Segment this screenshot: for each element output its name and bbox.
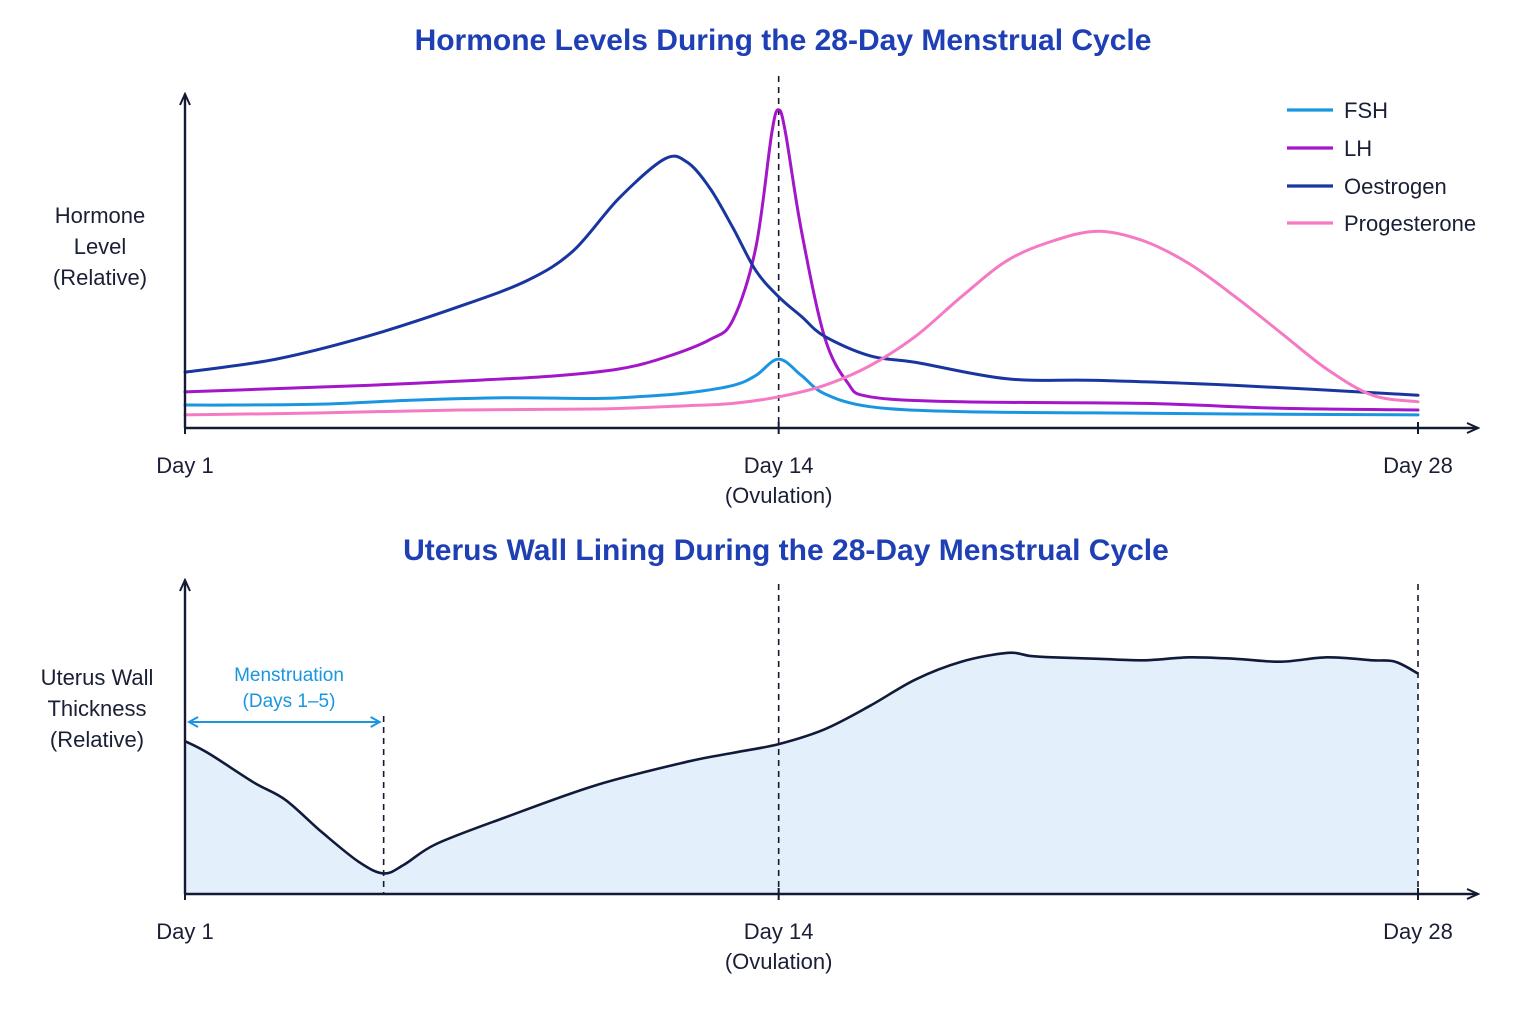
series-line-progesterone (183, 229, 1420, 417)
lining-ylabel-line3: (Relative) (50, 727, 144, 752)
series-line-oestrogen (183, 154, 1420, 397)
lining-line (184, 651, 1419, 875)
hormone-chart: Hormone Levels During the 28-Day Menstru… (53, 24, 1478, 508)
lining-ylabel-line1: Uterus Wall (41, 665, 154, 690)
hormone-x-ticks: Day 1 Day 14 (Ovulation) Day 28 (156, 422, 1453, 508)
legend-label-lh: LH (1344, 136, 1372, 161)
x-tick-label: Day 14 (744, 919, 814, 944)
x-tick-label: Day 1 (156, 453, 213, 478)
legend-label-progesterone: Progesterone (1344, 211, 1476, 236)
lining-ylabel-line2: Thickness (47, 696, 146, 721)
x-tick-label: (Ovulation) (725, 949, 833, 974)
hormone-chart-title: Hormone Levels During the 28-Day Menstru… (415, 24, 1152, 57)
lining-chart: Uterus Wall Lining During the 28-Day Men… (41, 534, 1478, 974)
hormone-ylabel-line1: Hormone (55, 203, 145, 228)
lining-vlines (382, 584, 1419, 894)
series-line-lh (183, 108, 1420, 412)
hormone-ylabel-line3: (Relative) (53, 265, 147, 290)
x-tick-label: Day 28 (1383, 919, 1453, 944)
x-tick-label: Day 14 (744, 453, 814, 478)
lining-x-ticks: Day 1 Day 14 (Ovulation) Day 28 (156, 888, 1453, 974)
hormone-ylabel-line2: Level (74, 234, 127, 259)
x-tick-label: Day 1 (156, 919, 213, 944)
x-tick-label: Day 28 (1383, 453, 1453, 478)
hormone-series (183, 108, 1420, 417)
legend-label-oestrogen: Oestrogen (1344, 174, 1447, 199)
legend: FSH LH Oestrogen Progesterone (1287, 98, 1476, 236)
lining-chart-title: Uterus Wall Lining During the 28-Day Men… (403, 534, 1169, 567)
menstruation-label-line2: (Days 1–5) (243, 691, 336, 712)
menstruation-annotation: Menstruation (Days 1–5) (189, 665, 380, 722)
series-line-fsh (183, 357, 1420, 417)
menstruation-label-line1: Menstruation (234, 665, 344, 686)
x-tick-label: (Ovulation) (725, 483, 833, 508)
lining-area (185, 652, 1418, 894)
legend-label-fsh: FSH (1344, 98, 1388, 123)
